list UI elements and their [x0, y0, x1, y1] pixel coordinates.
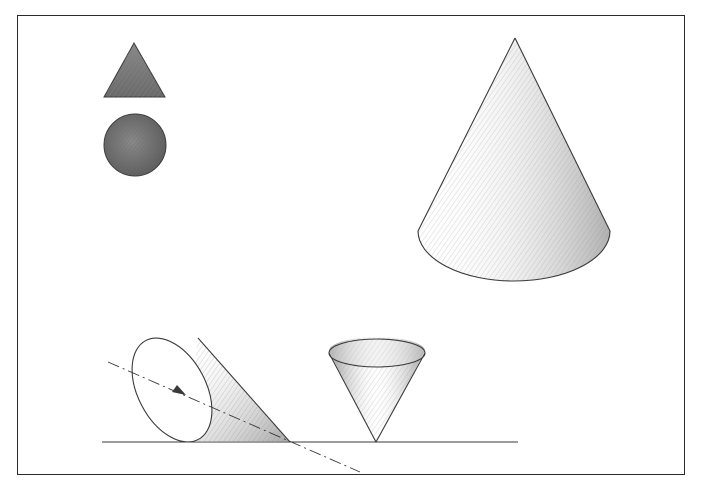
triangle-icon — [103, 41, 166, 98]
inverted-cone — [328, 337, 426, 443]
circle-icon — [103, 113, 167, 177]
lying-cone — [107, 337, 361, 473]
large-cone — [417, 37, 611, 282]
